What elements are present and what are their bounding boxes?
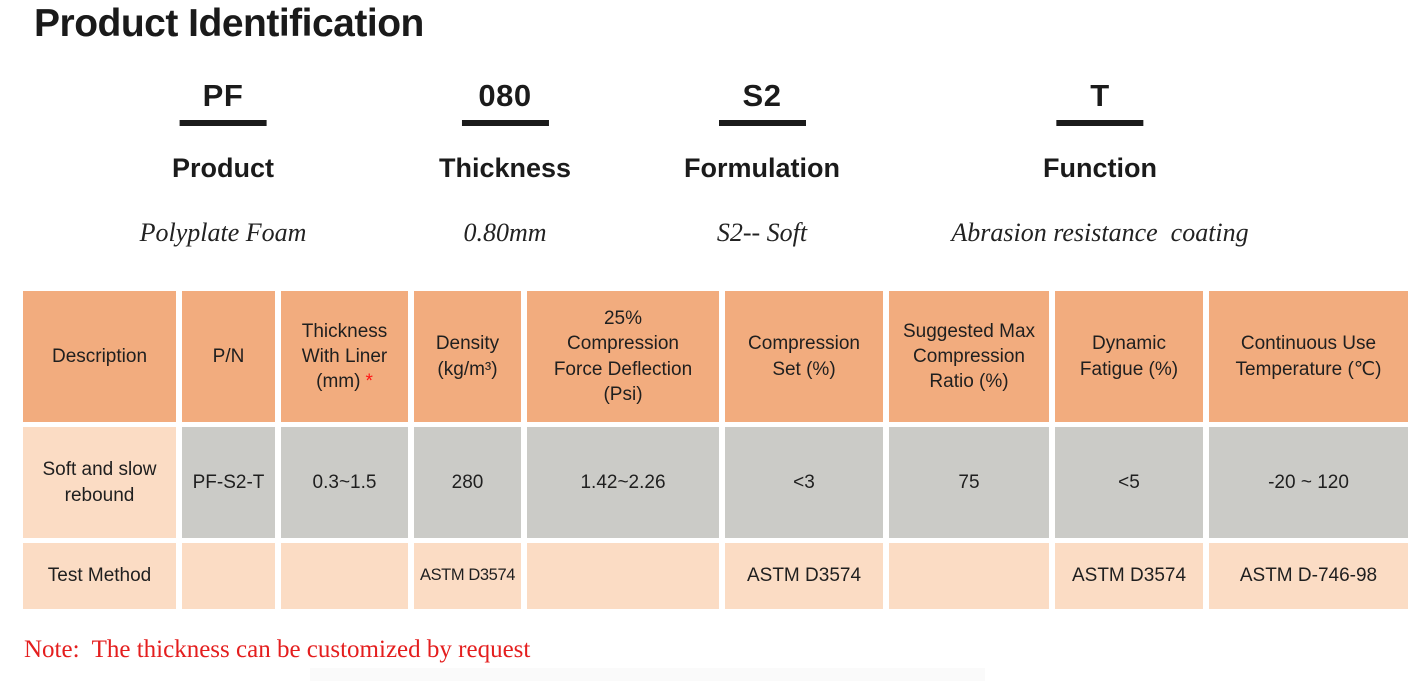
header-dynamic-fatigue: Dynamic Fatigue (%) [1055, 291, 1203, 422]
table-row: Test Method ASTM D3574 ASTM D3574 ASTM D… [23, 543, 1408, 609]
product-code-breakdown: PF Product Polyplate Foam 080 Thickness … [0, 0, 1417, 280]
code-description: S2-- Soft [716, 218, 808, 247]
cell-test-method-cfd [527, 543, 719, 609]
header-compression-force-deflection: 25% Compression Force Deflection (Psi) [527, 291, 719, 422]
code-value: PF [202, 78, 244, 113]
code-column-function: T Function Abrasion resistance coating [951, 80, 1248, 246]
cell-test-method-max-ratio [889, 543, 1049, 609]
code-label: Function [1043, 153, 1157, 183]
table-header-row: Description P/N Thickness With Liner (mm… [23, 291, 1408, 422]
cell-thickness: 0.3~1.5 [281, 427, 408, 538]
code-description: 0.80mm [463, 218, 547, 247]
code-value: 080 [478, 78, 532, 113]
cell-continuous-use-temperature: -20 ~ 120 [1209, 427, 1408, 538]
cell-max-compression-ratio: 75 [889, 427, 1049, 538]
header-suggested-max-compression-ratio: Suggested Max Compression Ratio (%) [889, 291, 1049, 422]
cell-test-method-label: Test Method [23, 543, 176, 609]
thickness-note: Note: The thickness can be customized by… [24, 636, 531, 663]
cell-test-method-thickness [281, 543, 408, 609]
cell-compression-set: <3 [725, 427, 883, 538]
code-column-thickness: 080 Thickness 0.80mm [439, 80, 571, 246]
code-label: Thickness [438, 153, 572, 183]
cell-test-method-density: ASTM D3574 [414, 543, 521, 609]
cell-compression-force-deflection: 1.42~2.26 [527, 427, 719, 538]
header-continuous-use-temperature: Continuous Use Temperature (℃) [1209, 291, 1408, 422]
page-title: Product Identification [34, 2, 424, 45]
header-description: Description [23, 291, 176, 422]
code-label: Formulation [684, 153, 840, 183]
cell-test-method-dynamic-fatigue: ASTM D3574 [1055, 543, 1203, 609]
cell-density: 280 [414, 427, 521, 538]
header-density: Density (kg/m³) [414, 291, 521, 422]
code-underline [461, 120, 549, 126]
code-description: Polyplate Foam [139, 218, 307, 247]
code-value: S2 [742, 78, 782, 113]
code-label: Product [171, 153, 275, 183]
code-column-formulation: S2 Formulation S2-- Soft [684, 80, 840, 246]
cell-dynamic-fatigue: <5 [1055, 427, 1203, 538]
code-underline [1056, 120, 1144, 126]
required-asterisk: * [365, 371, 373, 393]
table-row: Soft and slow rebound PF-S2-T 0.3~1.5 28… [23, 427, 1408, 538]
cell-pn: PF-S2-T [182, 427, 275, 538]
code-description: Abrasion resistance coating [951, 218, 1249, 247]
cell-test-method-compression-set: ASTM D3574 [725, 543, 883, 609]
cell-description: Soft and slow rebound [23, 427, 176, 538]
spec-table: Description P/N Thickness With Liner (mm… [17, 286, 1414, 614]
cell-test-method-pn [182, 543, 275, 609]
footer-divider [310, 668, 985, 681]
code-value: T [1090, 78, 1110, 113]
code-underline [718, 120, 806, 126]
code-underline [179, 120, 267, 126]
header-thickness-with-liner: Thickness With Liner (mm) * [281, 291, 408, 422]
code-column-product: PF Product Polyplate Foam [140, 80, 307, 246]
cell-test-method-temperature: ASTM D-746-98 [1209, 543, 1408, 609]
header-compression-set: Compression Set (%) [725, 291, 883, 422]
header-pn: P/N [182, 291, 275, 422]
